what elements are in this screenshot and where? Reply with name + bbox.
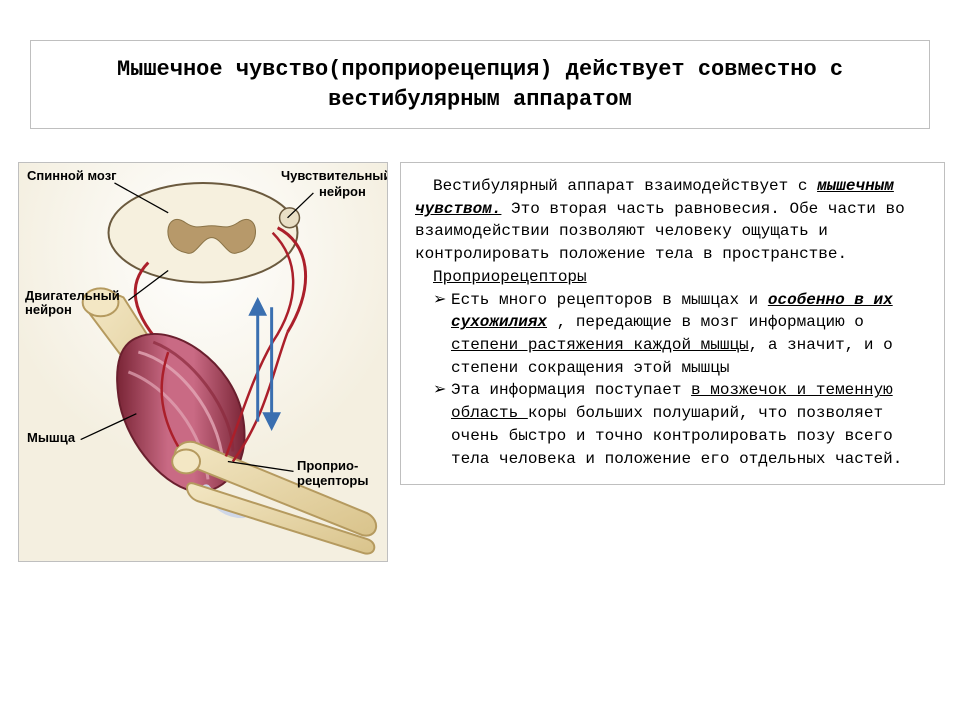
label-sensory-neuron-2: нейрон: [319, 185, 366, 199]
label-proprio-1: Проприо-: [297, 459, 358, 473]
slide-title: Мышечное чувство(проприорецепция) действ…: [51, 55, 909, 114]
label-motor-neuron: Двигательный нейрон: [25, 289, 165, 318]
b1-b: , передающие в мозг информацию о: [547, 313, 864, 331]
b2-c: ложение его отдельных частей.: [624, 450, 902, 468]
bullet-1: Есть много рецепторов в мышцах и особенн…: [415, 289, 930, 380]
b2-a: Эта информация поступает: [451, 381, 691, 399]
label-sensory-neuron-1: Чувствительный: [281, 169, 388, 183]
b2-o: о: [614, 450, 624, 468]
explanation-text: Вестибулярный аппарат взаимодействует с …: [400, 162, 945, 485]
b1-u1: степени растяжения каждой мышцы: [451, 336, 749, 354]
para1-a: Вестибулярный аппарат взаимодействует с: [433, 177, 817, 195]
label-spinal-cord: Спинной мозг: [27, 169, 117, 183]
bullet-2: Эта информация поступает в мозжечок и те…: [415, 379, 930, 470]
label-muscle: Мышца: [27, 431, 75, 445]
paragraph-1: Вестибулярный аппарат взаимодействует с …: [415, 175, 930, 266]
anatomy-diagram: Спинной мозг Чувствительный нейрон Двига…: [18, 162, 388, 562]
b1-a: Есть много рецепторов в мышцах и: [451, 291, 768, 309]
subheading-proprioceptors: Проприорецепторы: [415, 266, 930, 289]
label-proprio-2: рецепторы: [297, 474, 368, 488]
anatomy-svg: [19, 163, 387, 561]
slide-title-box: Мышечное чувство(проприорецепция) действ…: [30, 40, 930, 129]
